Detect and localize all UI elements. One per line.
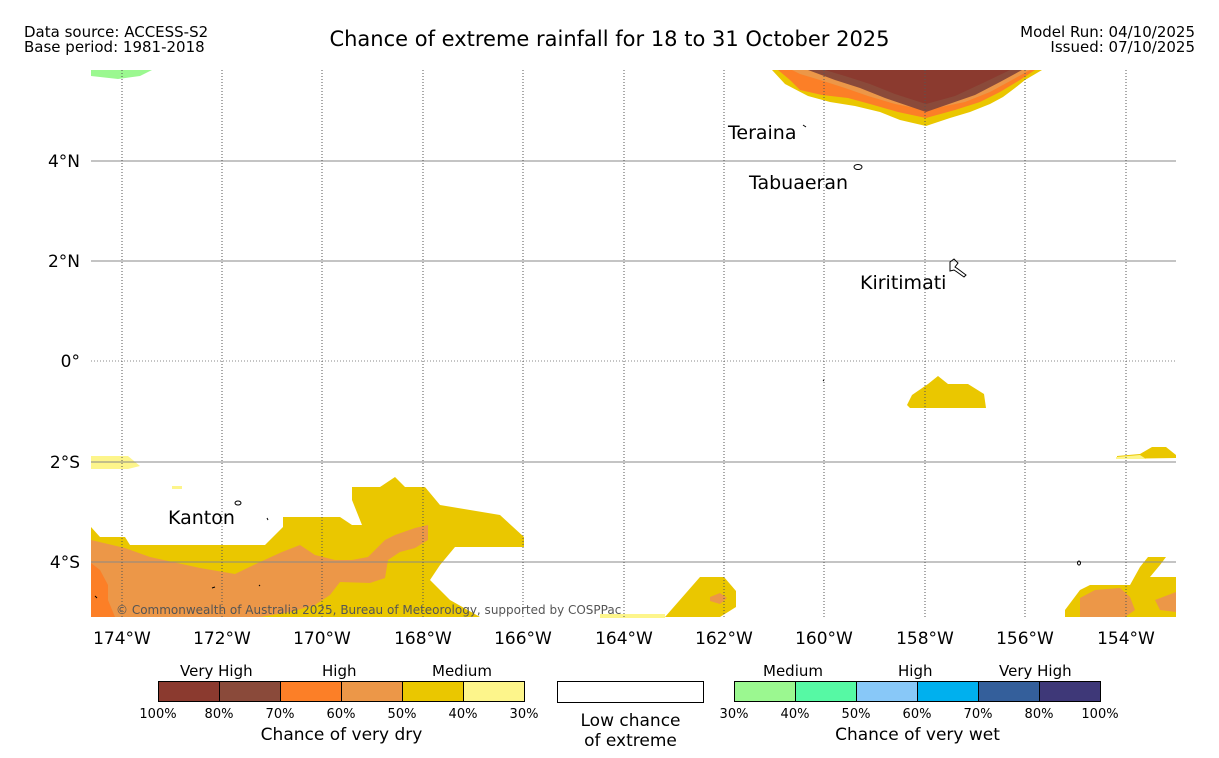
wet-medium-area <box>91 70 152 79</box>
lon-label: 156°W <box>996 629 1054 649</box>
wet-group-label: Medium <box>763 662 823 680</box>
wet-tick: 100% <box>1081 707 1119 722</box>
lon-label: 158°W <box>896 629 954 649</box>
lon-label: 160°W <box>795 629 853 649</box>
wet-tick: 40% <box>780 707 810 722</box>
wet-colorbar <box>734 681 1101 702</box>
dry-group-label: Medium <box>432 662 492 680</box>
place-label-kanton: Kanton <box>168 507 235 529</box>
dry-swatch <box>463 682 524 701</box>
lon-label: 168°W <box>394 629 452 649</box>
wet-swatch <box>917 682 978 701</box>
map-title: Chance of extreme rainfall for 18 to 31 … <box>329 27 890 51</box>
low-chance-label-line2: of extreme <box>584 731 677 751</box>
wet-group-label: Very High <box>999 662 1072 680</box>
lat-label: 4°S <box>50 553 80 573</box>
low-chance-label-line1: Low chance <box>580 711 681 731</box>
longitude-labels: 174°W 172°W 170°W 168°W 166°W 164°W 162°… <box>93 629 1155 649</box>
kanton-island <box>234 500 242 506</box>
dry-tick: 60% <box>326 707 356 722</box>
wet-swatch <box>978 682 1039 701</box>
place-label-kiritimati: Kiritimati <box>860 272 946 294</box>
dry-swatch <box>402 682 463 701</box>
wet-legend-title: Chance of very wet <box>835 725 1000 745</box>
lon-label: 170°W <box>293 629 351 649</box>
place-labels: Teraina Tabuaeran Kiritimati Kanton <box>168 122 946 529</box>
dry-group-label: Very High <box>180 662 253 680</box>
dry-high-region-sw <box>91 563 115 617</box>
data-source-label: Data source: ACCESS-S2 <box>24 23 209 41</box>
dry-swatch <box>219 682 280 701</box>
probability-fills <box>91 70 1176 618</box>
copyright-notice: © Commonwealth of Australia 2025, Bureau… <box>116 603 621 617</box>
island-outlines <box>94 124 1081 599</box>
lon-label: 162°W <box>695 629 753 649</box>
dry-tick: 100% <box>139 707 177 722</box>
lat-label: 0° <box>61 352 80 372</box>
lon-label: 172°W <box>193 629 251 649</box>
latitude-labels: 4°N 2°N 0° 2°S 4°S <box>48 152 80 573</box>
lat-label: 2°N <box>48 252 80 272</box>
dry-group-label: High <box>322 662 357 680</box>
wet-tick: 30% <box>719 707 749 722</box>
wet-swatch <box>735 682 795 701</box>
wet-swatch <box>1039 682 1100 701</box>
rainfall-map: 4°N 2°N 0° 2°S 4°S 174°W 172°W 170°W 168… <box>48 70 1176 649</box>
lon-label: 174°W <box>93 629 151 649</box>
meridians <box>121 70 1127 618</box>
lon-label: 164°W <box>595 629 653 649</box>
wet-swatch <box>856 682 917 701</box>
wet-tick: 80% <box>1024 707 1054 722</box>
tabuaeran-island <box>853 164 863 170</box>
lon-label: 166°W <box>494 629 552 649</box>
dry-colorbar <box>158 681 525 702</box>
dry-very-high-core <box>825 70 1010 104</box>
place-label-tabuaeran: Tabuaeran <box>748 172 848 194</box>
issued-label: Issued: 07/10/2025 <box>1050 38 1195 56</box>
dry-tick: 70% <box>265 707 295 722</box>
base-period-label: Base period: 1981-2018 <box>24 38 205 56</box>
kiritimati-island <box>949 258 967 278</box>
low-chance-swatch <box>557 681 704 703</box>
wet-group-label: High <box>898 662 933 680</box>
place-label-teraina: Teraina <box>727 122 797 144</box>
wet-tick: 50% <box>841 707 871 722</box>
dry-swatch <box>341 682 402 701</box>
dry-legend-title: Chance of very dry <box>260 725 423 745</box>
wet-tick: 70% <box>963 707 993 722</box>
wet-swatch <box>795 682 856 701</box>
dry-tick: 40% <box>448 707 478 722</box>
lon-label: 154°W <box>1097 629 1155 649</box>
lat-label: 4°N <box>48 152 80 172</box>
teraina-island <box>802 124 807 128</box>
wet-tick: 60% <box>902 707 932 722</box>
dry-swatch <box>159 682 219 701</box>
dry-tick: 50% <box>387 707 417 722</box>
model-run-label: Model Run: 04/10/2025 <box>1020 23 1195 41</box>
dry-tick: 80% <box>204 707 234 722</box>
dry-swatch <box>280 682 341 701</box>
dry-medium-patch <box>907 376 986 408</box>
dry-mid-high-region-sw <box>91 525 428 617</box>
dry-tick: 30% <box>509 707 539 722</box>
graticule <box>91 160 1176 563</box>
lat-label: 2°S <box>50 453 80 473</box>
